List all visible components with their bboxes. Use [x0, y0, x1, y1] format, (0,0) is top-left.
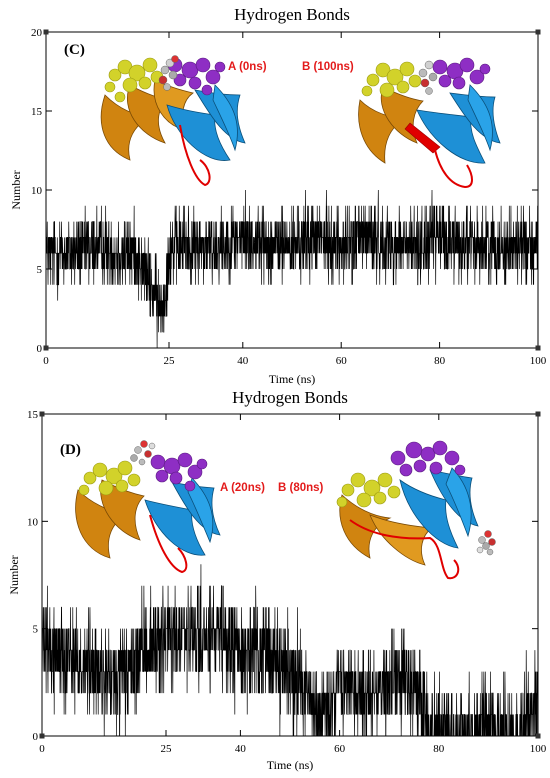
- x-tick-label-d-1: 25: [161, 743, 173, 755]
- protein-structure-b-d: [336, 440, 496, 580]
- protein-structure-a-d: [75, 440, 221, 574]
- corner-marker-d-1: [535, 411, 541, 417]
- y-tick-label-c-1: 5: [37, 264, 43, 276]
- x-axis-label-d: Time (ns): [267, 758, 314, 772]
- corner-marker-d-3: [535, 733, 541, 739]
- annotation-b-c: B (100ns): [302, 61, 354, 73]
- protein-structure-b-c: [358, 57, 501, 189]
- y-tick-label-d-1: 5: [33, 624, 39, 636]
- protein-structure-a-c: [100, 55, 246, 187]
- x-tick-label-d-3: 60: [334, 743, 346, 755]
- panel-label-d: (D): [60, 442, 81, 458]
- corner-marker-c-3: [535, 345, 541, 351]
- x-axis-label-c: Time (ns): [269, 372, 316, 386]
- y-tick-label-c-4: 20: [31, 27, 43, 39]
- corner-marker-d-0: [39, 411, 45, 417]
- chart-title-d: Hydrogen Bonds: [232, 388, 348, 407]
- ticks-d: 0 25 40 60 80 100 0 5 10 15: [27, 409, 547, 755]
- series-line-d-0: [41, 564, 539, 737]
- annotation-a-c: A (0ns): [228, 61, 267, 73]
- panel-d: Hydrogen Bonds 0 25 40 60 80 100 0 5 10 15 Time (…: [7, 388, 547, 772]
- series-c: [45, 189, 539, 349]
- y-tick-label-c-3: 15: [31, 106, 43, 118]
- corner-marker-d-2: [39, 733, 45, 739]
- y-tick-label-c-2: 10: [31, 185, 43, 197]
- y-tick-label-d-3: 15: [27, 409, 39, 421]
- y-axis-label-c: Number: [9, 170, 23, 209]
- panel-label-c: (C): [64, 42, 85, 58]
- corner-marker-c-1: [535, 29, 541, 35]
- panel-c: Hydrogen Bonds 0 25 40 60 80 100 0 5 10 15 20 Time…: [9, 5, 547, 386]
- x-tick-label-d-0: 0: [39, 743, 45, 755]
- x-tick-label-d-4: 80: [433, 743, 445, 755]
- annotation-b-d: B (80ns): [278, 482, 324, 494]
- series-d: [41, 564, 539, 737]
- x-tick-label-c-3: 60: [336, 355, 348, 367]
- ticks-c: 0 25 40 60 80 100 0 5 10 15 20: [31, 27, 547, 367]
- x-tick-label-c-4: 80: [434, 355, 446, 367]
- x-tick-label-d-2: 40: [235, 743, 247, 755]
- plot-area-c: [45, 31, 539, 349]
- y-axis-label-d: Number: [7, 555, 21, 594]
- x-tick-label-c-5: 100: [530, 355, 547, 367]
- corner-marker-c-2: [43, 345, 49, 351]
- x-tick-label-c-1: 25: [164, 355, 176, 367]
- chart-title-c: Hydrogen Bonds: [234, 5, 350, 24]
- x-tick-label-d-5: 100: [530, 743, 547, 755]
- series-line-c-0: [45, 189, 539, 349]
- y-tick-label-d-0: 0: [33, 731, 39, 743]
- corner-marker-c-0: [43, 29, 49, 35]
- annotation-a-d: A (20ns): [220, 482, 265, 494]
- x-tick-label-c-0: 0: [43, 355, 49, 367]
- x-tick-label-c-2: 40: [237, 355, 249, 367]
- y-tick-label-d-2: 10: [27, 516, 39, 528]
- y-tick-label-c-0: 0: [37, 343, 43, 355]
